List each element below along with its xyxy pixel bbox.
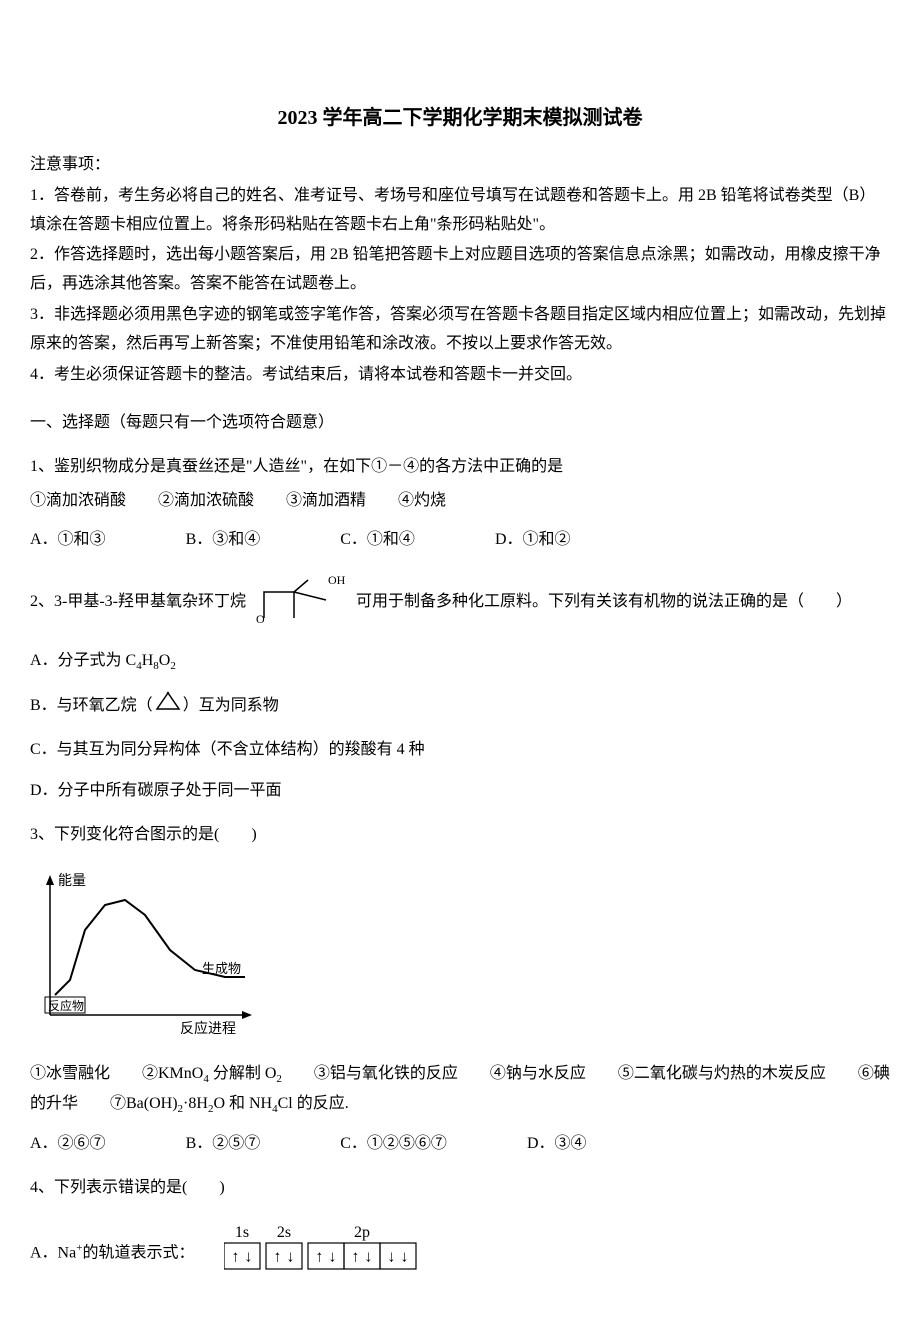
q2a-m1: H xyxy=(142,652,154,669)
svg-text:↓: ↓ xyxy=(329,1249,337,1266)
q1-stem: 1、鉴别织物成分是真蚕丝还是"人造丝"，在如下①－④的各方法中正确的是 xyxy=(30,453,890,482)
q2-stem-post: 可用于制备多种化工原料。下列有关该有机物的说法正确的是（ ） xyxy=(356,588,852,617)
question-2: 2、3-甲基-3-羟甲基氧杂环丁烷 O OH 可用于制备多种化工原料。下列有关该… xyxy=(30,570,890,806)
instructions-block: 注意事项： 1．答卷前，考生务必将自己的姓名、准考证号、考场号和座位号填写在试题… xyxy=(30,151,890,389)
q3-i-pre: ①冰雪融化 ②KMnO xyxy=(30,1065,203,1082)
svg-text:↓: ↓ xyxy=(365,1249,373,1266)
q2-opt-b: B．与环氧乙烷（ ）互为同系物 xyxy=(30,689,890,724)
q1-opt-b: B．③和④ xyxy=(186,526,261,555)
q1-opt-a: A．①和③ xyxy=(30,526,106,555)
q3-stem: 3、下列变化符合图示的是( ) xyxy=(30,821,890,850)
molecule-diagram: O OH xyxy=(246,570,356,636)
q3-i-m3: ·8H xyxy=(183,1095,208,1112)
svg-text:↓: ↓ xyxy=(401,1249,409,1266)
q3-i-m1: 分解制 O xyxy=(209,1065,277,1082)
orbital-diagram: 1s 2s 2p ↑ ↓ ↑ ↓ ↑ ↓ ↑ ↓ ↓ ↓ xyxy=(224,1223,422,1284)
svg-text:O: O xyxy=(256,612,265,625)
q2a-pre: A．分子式为 C xyxy=(30,652,136,669)
q1-methods: ①滴加浓硝酸 ②滴加浓硫酸 ③滴加酒精 ④灼烧 xyxy=(30,487,890,516)
q2-opt-a: A．分子式为 C4H8O2 xyxy=(30,647,890,677)
q3-options: A．②⑥⑦ B．②⑤⑦ C．①②⑤⑥⑦ D．③④ xyxy=(30,1130,890,1159)
energy-chart: 能量 反应进程 反应物 生成物 xyxy=(30,865,890,1051)
q3-items: ①冰雪融化 ②KMnO4 分解制 O2 ③铝与氧化铁的反应 ④钠与水反应 ⑤二氧… xyxy=(30,1060,890,1120)
instruction-item: 1．答卷前，考生务必将自己的姓名、准考证号、考场号和座位号填写在试题卷和答题卡上… xyxy=(30,182,890,240)
svg-text:↑: ↑ xyxy=(352,1249,360,1266)
svg-text:2s: 2s xyxy=(277,1224,291,1241)
instruction-item: 2．作答选择题时，选出每小题答案后，用 2B 铅笔把答题卡上对应题目选项的答案信… xyxy=(30,241,890,299)
question-4: 4、下列表示错误的是( ) A．Na+的轨道表示式： 1s 2s 2p ↑ ↓ ↑ ↓ ↑ ↓ ↑… xyxy=(30,1174,890,1284)
q4a-pre: A．Na xyxy=(30,1244,76,1261)
svg-text:2p: 2p xyxy=(354,1224,370,1241)
q3-opt-a: A．②⑥⑦ xyxy=(30,1130,106,1159)
q1-options: A．①和③ B．③和④ C．①和④ D．①和② xyxy=(30,526,890,555)
q1-opt-d: D．①和② xyxy=(495,526,571,555)
svg-text:↓: ↓ xyxy=(287,1249,295,1266)
q2-opt-c: C．与其互为同分异构体（不含立体结构）的羧酸有 4 种 xyxy=(30,736,890,765)
q3-i-m4: O 和 NH xyxy=(213,1095,272,1112)
q2b-pre: B．与环氧乙烷（ xyxy=(30,697,153,714)
q2-opt-d: D．分子中所有碳原子处于同一平面 xyxy=(30,777,890,806)
q3-i-m5: Cl 的反应. xyxy=(278,1095,349,1112)
svg-text:↑: ↑ xyxy=(232,1249,240,1266)
q3-opt-c: C．①②⑤⑥⑦ xyxy=(340,1130,447,1159)
q1-opt-c: C．①和④ xyxy=(340,526,415,555)
svg-text:↑: ↑ xyxy=(316,1249,324,1266)
question-3: 3、下列变化符合图示的是( ) 能量 反应进程 反应物 生成物 ①冰雪融化 ②K… xyxy=(30,821,890,1159)
svg-text:↑: ↑ xyxy=(274,1249,282,1266)
svg-text:反应物: 反应物 xyxy=(48,998,84,1013)
q4-opt-a-label: A．Na+的轨道表示式： xyxy=(30,1239,194,1268)
section-heading: 一、选择题（每题只有一个选项符合题意） xyxy=(30,409,890,438)
svg-text:OH: OH xyxy=(328,573,346,587)
q2-stem-pre: 2、3-甲基-3-羟甲基氧杂环丁烷 xyxy=(30,588,246,617)
svg-text:能量: 能量 xyxy=(58,873,86,889)
q4-stem: 4、下列表示错误的是( ) xyxy=(30,1174,890,1203)
q3-opt-d: D．③④ xyxy=(527,1130,587,1159)
triangle-molecule-icon xyxy=(153,689,183,724)
question-1: 1、鉴别织物成分是真蚕丝还是"人造丝"，在如下①－④的各方法中正确的是 ①滴加浓… xyxy=(30,453,890,554)
q4a-post: 的轨道表示式： xyxy=(82,1244,194,1261)
instruction-item: 4．考生必须保证答题卡的整洁。考试结束后，请将本试卷和答题卡一并交回。 xyxy=(30,361,890,390)
svg-text:生成物: 生成物 xyxy=(202,961,241,976)
q2a-m2: O xyxy=(159,652,171,669)
q2a-s3: 2 xyxy=(170,661,176,673)
q3-opt-b: B．②⑤⑦ xyxy=(186,1130,261,1159)
svg-text:↓: ↓ xyxy=(388,1249,396,1266)
instruction-item: 3．非选择题必须用黑色字迹的钢笔或签字笔作答，答案必须写在答题卡各题目指定区域内… xyxy=(30,301,890,359)
instructions-header: 注意事项： xyxy=(30,151,890,180)
svg-text:反应进程: 反应进程 xyxy=(180,1020,236,1037)
svg-text:↓: ↓ xyxy=(245,1249,253,1266)
q2b-post: ）互为同系物 xyxy=(183,697,279,714)
page-title: 2023 学年高二下学期化学期末模拟测试卷 xyxy=(30,100,890,136)
svg-text:1s: 1s xyxy=(235,1224,249,1241)
